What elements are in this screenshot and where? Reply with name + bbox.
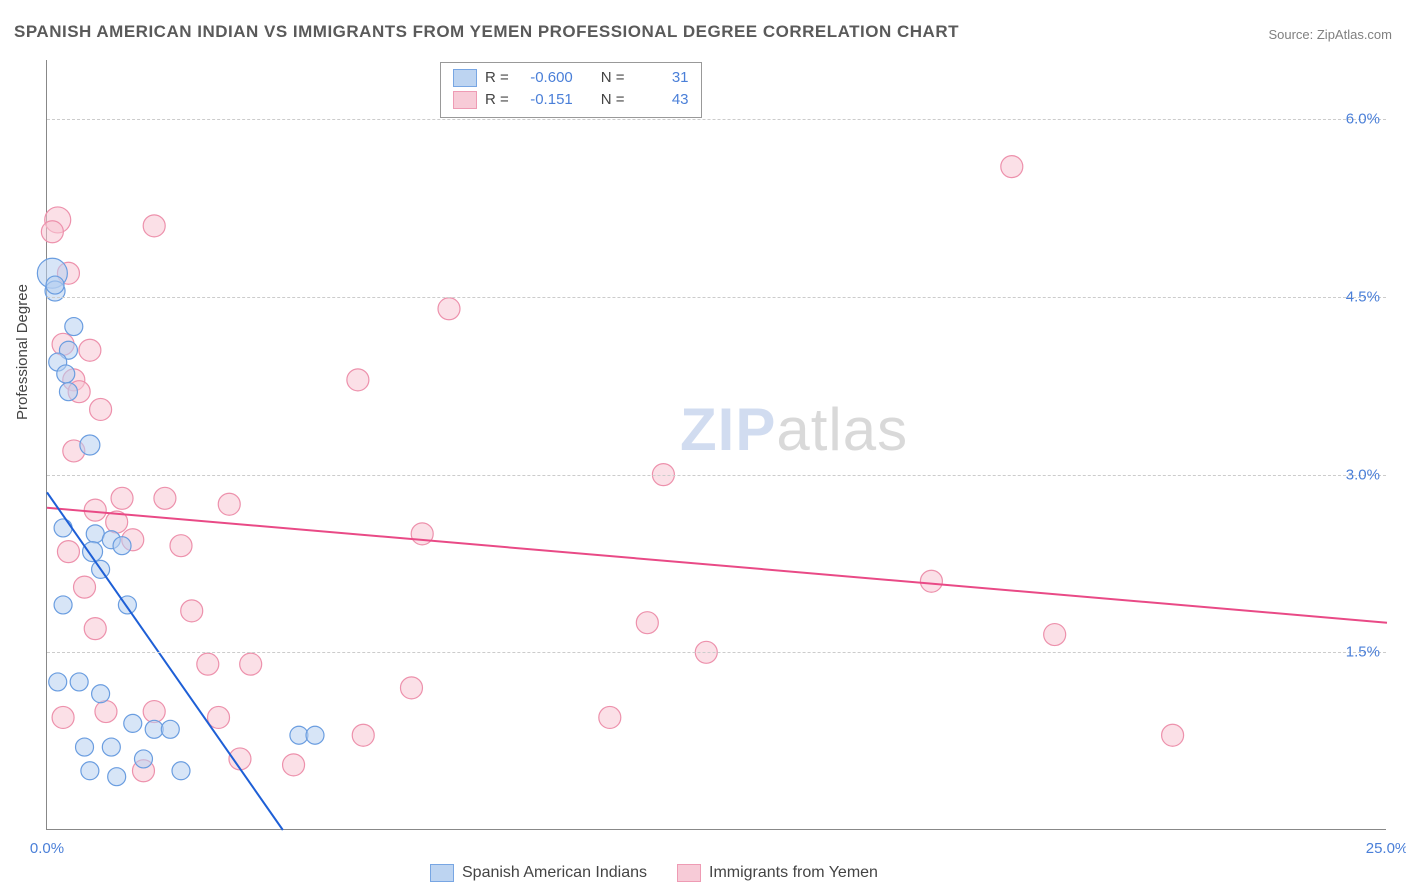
data-point xyxy=(599,706,621,728)
legend-item-series-a: Spanish American Indians xyxy=(430,864,647,882)
data-point xyxy=(65,318,83,336)
r-label-a: R = xyxy=(485,67,509,89)
gridline xyxy=(47,297,1386,298)
r-value-a: -0.600 xyxy=(517,67,573,89)
data-point xyxy=(154,487,176,509)
n-value-a: 31 xyxy=(633,67,689,89)
x-tick-label: 0.0% xyxy=(30,840,64,857)
legend-label-a: Spanish American Indians xyxy=(462,864,647,882)
data-point xyxy=(161,720,179,738)
chart-title: SPANISH AMERICAN INDIAN VS IMMIGRANTS FR… xyxy=(14,22,959,42)
data-point xyxy=(143,215,165,237)
data-point xyxy=(84,499,106,521)
source-prefix: Source: xyxy=(1268,27,1316,42)
data-point xyxy=(347,369,369,391)
y-tick-label: 1.5% xyxy=(1346,644,1380,661)
correlation-legend: R = -0.600 N = 31 R = -0.151 N = 43 xyxy=(440,62,702,118)
data-point xyxy=(636,612,658,634)
data-point xyxy=(240,653,262,675)
data-point xyxy=(438,298,460,320)
data-point xyxy=(1001,156,1023,178)
y-tick-label: 3.0% xyxy=(1346,466,1380,483)
data-point xyxy=(306,726,324,744)
data-point xyxy=(49,673,67,691)
source-link[interactable]: ZipAtlas.com xyxy=(1317,27,1392,42)
data-point xyxy=(92,685,110,703)
data-point xyxy=(95,701,117,723)
data-point xyxy=(145,720,163,738)
data-point xyxy=(108,768,126,786)
data-point xyxy=(41,221,63,243)
swatch-bottom-b xyxy=(677,864,701,882)
data-point xyxy=(1162,724,1184,746)
data-point xyxy=(57,365,75,383)
swatch-series-a xyxy=(453,69,477,87)
data-point xyxy=(86,525,104,543)
data-point xyxy=(52,706,74,728)
data-point xyxy=(290,726,308,744)
data-point xyxy=(352,724,374,746)
data-point xyxy=(46,276,64,294)
data-point xyxy=(283,754,305,776)
data-point xyxy=(76,738,94,756)
data-point xyxy=(111,487,133,509)
data-point xyxy=(84,618,106,640)
data-point xyxy=(400,677,422,699)
gridline xyxy=(47,119,1386,120)
data-point xyxy=(80,435,100,455)
gridline xyxy=(47,652,1386,653)
data-point xyxy=(54,519,72,537)
data-point xyxy=(74,576,96,598)
n-value-b: 43 xyxy=(633,89,689,111)
chart-plot-area: 1.5%3.0%4.5%6.0%0.0%25.0% xyxy=(46,60,1386,830)
series-legend: Spanish American Indians Immigrants from… xyxy=(430,864,878,882)
swatch-bottom-a xyxy=(430,864,454,882)
legend-row-series-b: R = -0.151 N = 43 xyxy=(453,89,689,111)
data-point xyxy=(172,762,190,780)
data-point xyxy=(143,701,165,723)
legend-row-series-a: R = -0.600 N = 31 xyxy=(453,67,689,89)
data-point xyxy=(170,535,192,557)
data-point xyxy=(81,762,99,780)
data-point xyxy=(113,537,131,555)
source-attribution: Source: ZipAtlas.com xyxy=(1268,27,1392,42)
legend-label-b: Immigrants from Yemen xyxy=(709,864,878,882)
data-point xyxy=(920,570,942,592)
chart-svg xyxy=(47,60,1386,829)
data-point xyxy=(70,673,88,691)
data-point xyxy=(197,653,219,675)
data-point xyxy=(102,738,120,756)
n-label-b: N = xyxy=(601,89,625,111)
n-label-a: N = xyxy=(601,67,625,89)
data-point xyxy=(54,596,72,614)
data-point xyxy=(59,383,77,401)
legend-item-series-b: Immigrants from Yemen xyxy=(677,864,878,882)
data-point xyxy=(90,398,112,420)
y-axis-label: Professional Degree xyxy=(14,284,31,420)
data-point xyxy=(79,339,101,361)
gridline xyxy=(47,475,1386,476)
data-point xyxy=(181,600,203,622)
r-value-b: -0.151 xyxy=(517,89,573,111)
x-tick-label: 25.0% xyxy=(1366,840,1406,857)
data-point xyxy=(57,541,79,563)
trend-line xyxy=(47,508,1387,623)
swatch-series-b xyxy=(453,91,477,109)
data-point xyxy=(124,714,142,732)
data-point xyxy=(1044,624,1066,646)
r-label-b: R = xyxy=(485,89,509,111)
data-point xyxy=(218,493,240,515)
data-point xyxy=(134,750,152,768)
y-tick-label: 4.5% xyxy=(1346,288,1380,305)
y-tick-label: 6.0% xyxy=(1346,111,1380,128)
